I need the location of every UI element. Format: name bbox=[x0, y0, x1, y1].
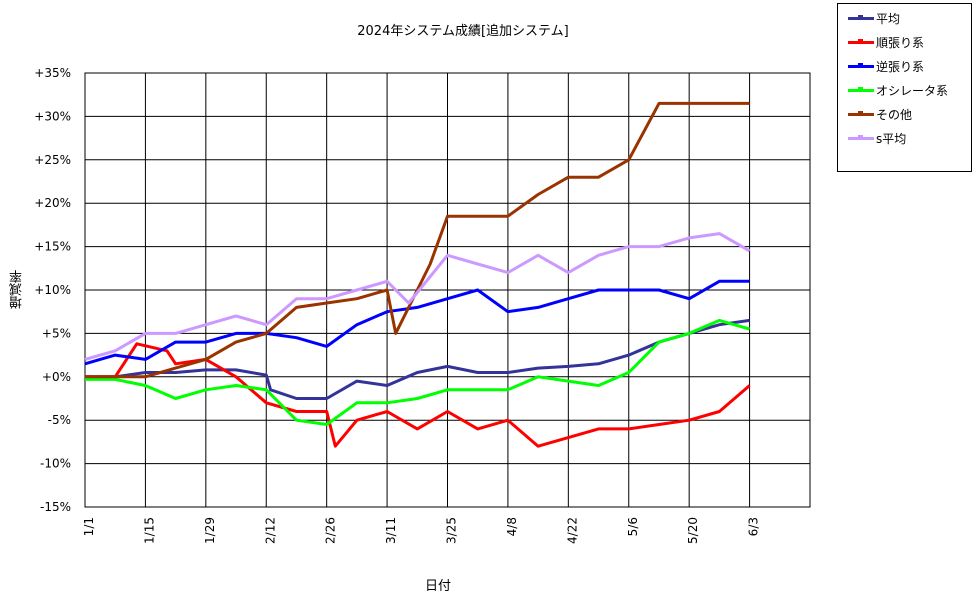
x-tick-label: 1/15 bbox=[142, 517, 156, 544]
legend-item: 順張り系 bbox=[848, 32, 924, 52]
legend-marker bbox=[858, 110, 863, 116]
series-line bbox=[85, 342, 751, 448]
legend-swatch bbox=[848, 14, 874, 20]
y-tick-label: -5% bbox=[48, 413, 71, 427]
legend-marker bbox=[858, 62, 863, 68]
plot-area bbox=[84, 72, 811, 508]
y-tick-label: +0% bbox=[42, 370, 71, 384]
y-tick-labels: +35% +30% +25% +20% +15% +10% +5% +0% -5% -10% -15… bbox=[34, 66, 71, 514]
series-lines bbox=[84, 101, 751, 448]
legend-label: 順張り系 bbox=[876, 35, 925, 50]
x-axis-label: 日付 bbox=[425, 579, 452, 594]
grid-lines bbox=[85, 72, 810, 508]
x-tick-labels: 1/1 1/15 1/29 2/12 2/26 3/11 3/25 4/8 4/22 5/6 5/2… bbox=[82, 517, 761, 544]
y-tick-label: -10% bbox=[40, 457, 71, 471]
y-axis-label: 増減率 bbox=[10, 270, 25, 309]
legend-item: 逆張り系 bbox=[848, 56, 924, 76]
y-tick-label: +30% bbox=[34, 109, 71, 123]
y-tick-label: +10% bbox=[34, 283, 71, 297]
x-tick-label: 1/29 bbox=[203, 517, 217, 544]
legend-marker bbox=[858, 38, 863, 44]
legend-marker bbox=[858, 14, 863, 20]
x-tick-label: 2/26 bbox=[324, 517, 338, 544]
legend-swatch bbox=[848, 134, 874, 140]
x-tick-label: 1/1 bbox=[82, 517, 96, 536]
legend-label: オシレータ系 bbox=[876, 83, 949, 98]
series-line bbox=[85, 318, 750, 400]
x-tick-label: 3/11 bbox=[384, 517, 398, 544]
y-tick-label: -15% bbox=[40, 500, 71, 514]
x-tick-label: 6/3 bbox=[747, 517, 761, 536]
x-tick-label: 4/22 bbox=[565, 517, 579, 544]
chart-title: 2024年システム成績[追加システム] bbox=[357, 24, 569, 39]
legend: 平均順張り系逆張り系オシレータ系 その他 s平均 bbox=[837, 3, 972, 172]
legend-marker bbox=[858, 86, 863, 92]
legend-swatch bbox=[848, 86, 874, 92]
series-line bbox=[85, 101, 750, 379]
x-tick-label: 3/25 bbox=[445, 517, 459, 544]
legend-marker bbox=[858, 134, 863, 140]
y-tick-label: +15% bbox=[34, 240, 71, 254]
legend-label: 平均 bbox=[876, 11, 901, 26]
legend-item: s平均 bbox=[848, 128, 906, 148]
y-tick-label: +20% bbox=[34, 196, 71, 210]
x-tick-label: 5/6 bbox=[626, 517, 640, 536]
series-line bbox=[85, 318, 751, 426]
legend-swatch bbox=[848, 62, 874, 68]
legend-item: 平均 bbox=[848, 8, 900, 28]
legend-label: s平均 bbox=[876, 131, 907, 146]
x-tick-label: 2/12 bbox=[263, 517, 277, 544]
legend-label: 逆張り系 bbox=[876, 59, 925, 74]
x-tick-label: 4/8 bbox=[505, 517, 519, 536]
legend-label: その他 bbox=[876, 107, 913, 122]
legend-item: その他 bbox=[848, 104, 912, 124]
series-line bbox=[84, 279, 750, 366]
y-tick-label: +5% bbox=[42, 326, 71, 340]
legend-swatch bbox=[848, 110, 874, 116]
y-tick-label: +25% bbox=[34, 153, 71, 167]
x-tick-label: 5/20 bbox=[686, 517, 700, 544]
series-line bbox=[84, 232, 751, 361]
legend-item: オシレータ系 bbox=[848, 80, 948, 100]
y-tick-label: +35% bbox=[34, 66, 71, 80]
legend-swatch bbox=[848, 38, 874, 44]
